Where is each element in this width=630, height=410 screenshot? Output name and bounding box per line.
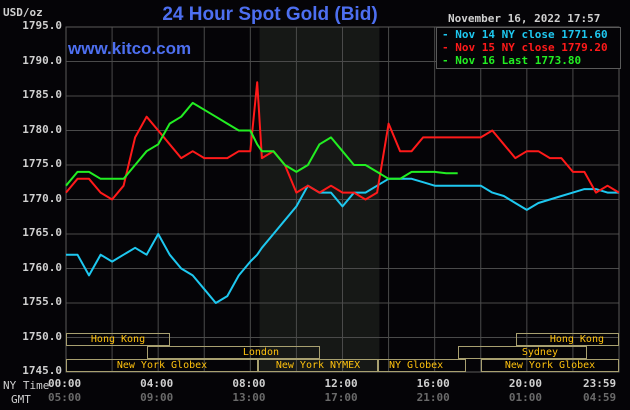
x-row-label-ny: NY Time [3, 379, 50, 392]
y-tick-label: 1770.0 [22, 191, 62, 205]
session-new-york-globex-left: New York Globex [66, 359, 258, 372]
chart-title: 24 Hour Spot Gold (Bid) [162, 4, 378, 25]
session-new-york-globex-right: New York Globex [481, 359, 619, 372]
x-tick-label-gmt: 13:00 [232, 391, 266, 404]
y-tick-label: 1795.0 [22, 19, 62, 32]
y-tick-label: 1785.0 [22, 88, 62, 101]
x-row-label-gmt: GMT [11, 393, 31, 406]
y-tick-label: 1750.0 [22, 329, 62, 343]
x-tick-label-ny: 08:00 [232, 377, 266, 390]
session-hong-kong-left: Hong Kong [66, 333, 170, 346]
y-tick-label: 1790.0 [22, 53, 62, 67]
x-tick-label-gmt: 01:00 [508, 391, 542, 404]
y-tick-label: 1775.0 [22, 157, 62, 170]
legend-item-nov16: - Nov 16 Last 1773.80 [442, 54, 582, 67]
x-tick-label-gmt: 09:00 [140, 391, 174, 404]
plot-border [65, 26, 620, 373]
chart-legend: - Nov 14 NY close 1771.60 - Nov 15 NY cl… [436, 27, 621, 69]
x-tick-label-gmt: 04:59 [583, 391, 617, 404]
y-tick-label: 1755.0 [22, 295, 62, 308]
x-tick-label-ny: 12:00 [324, 377, 358, 390]
x-tick-label-ny: 20:00 [508, 377, 542, 390]
legend-item-nov15: - Nov 15 NY close 1779.20 [442, 41, 608, 54]
x-tick-label-ny: 23:59 [583, 377, 617, 390]
x-tick-label-ny: 16:00 [416, 377, 450, 390]
x-tick-label-gmt: 05:00 [48, 391, 82, 404]
legend-item-nov14: - Nov 14 NY close 1771.60 [442, 28, 608, 41]
x-tick-label-gmt: 17:00 [324, 391, 358, 404]
x-tick-label-ny: 00:00 [48, 377, 82, 390]
chart-datetime: November 16, 2022 17:57 [448, 12, 601, 25]
series-line-2 [65, 101, 458, 187]
x-tick-label-ny: 04:00 [140, 377, 174, 390]
y-tick-label: 1745.0 [22, 364, 62, 377]
y-tick-label: 1760.0 [22, 260, 62, 274]
y-axis-unit: USD/oz [3, 6, 43, 19]
series-line-1 [65, 81, 620, 201]
x-tick-label-gmt: 21:00 [416, 391, 450, 404]
session-london: London [147, 346, 320, 359]
series-line-0 [66, 177, 619, 304]
y-tick-label: 1780.0 [22, 122, 62, 136]
session-new-york-nymex: New York NYMEX [258, 359, 378, 372]
session-sydney: Sydney [458, 346, 587, 359]
site-watermark: www.kitco.com [68, 39, 192, 58]
session-hong-kong-right: Hong Kong [516, 333, 619, 346]
session-ny-globex: NY Globex [378, 359, 466, 372]
y-tick-label: 1765.0 [22, 226, 62, 239]
